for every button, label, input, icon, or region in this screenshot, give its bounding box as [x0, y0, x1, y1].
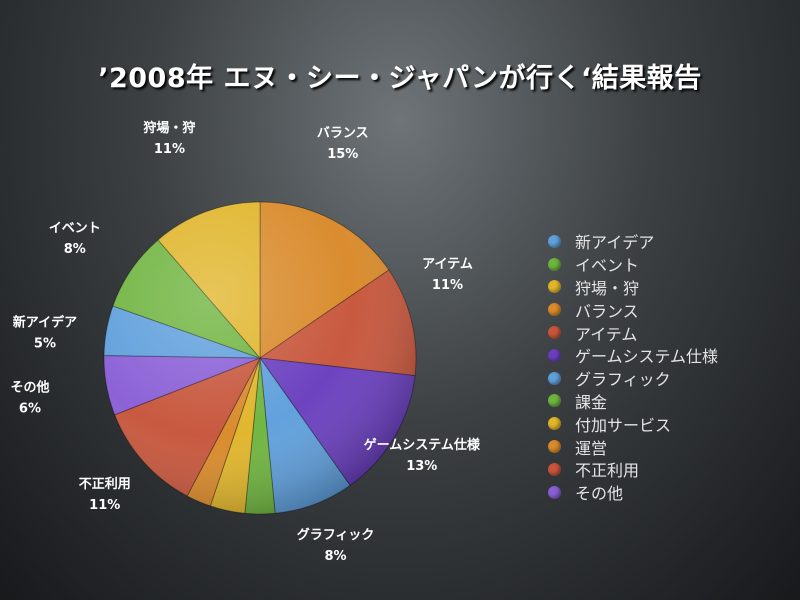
slice-name-label: グラフィック — [297, 527, 375, 543]
legend-label: バランス — [575, 301, 639, 321]
legend-label: その他 — [575, 484, 624, 504]
slice-percent-label: 8% — [64, 242, 86, 257]
legend-swatch — [548, 462, 561, 476]
legend-swatch — [548, 394, 561, 408]
slice-percent-label: 6% — [19, 401, 41, 416]
legend-item: グラフィック — [548, 367, 718, 390]
legend-label: 不正利用 — [575, 461, 640, 481]
legend-swatch — [548, 257, 561, 271]
legend-item: バランス — [548, 298, 718, 321]
legend-swatch — [548, 485, 561, 499]
legend-item: その他 — [548, 481, 718, 504]
legend: 新アイデアイベント狩場・狩バランスアイテムゲームシステム仕様 グラフィック 課金付加… — [548, 230, 718, 504]
legend-item: 運営 — [548, 435, 718, 458]
slice-percent-label: 11% — [432, 278, 463, 293]
legend-item: 新アイデア — [548, 230, 718, 253]
slice-percent-label: 5% — [34, 337, 56, 352]
legend-swatch — [548, 348, 561, 362]
legend-item: 狩場・狩 — [548, 276, 718, 299]
chart-title: ’2008年 エヌ・シー・ジャパンが行く‘結果報告 — [98, 63, 702, 94]
legend-item: アイテム — [548, 321, 718, 344]
slice-percent-label: 11% — [89, 498, 120, 513]
legend-label: ゲームシステム仕様 — [575, 347, 719, 367]
slice-percent-label: 11% — [154, 142, 185, 157]
slice-name-label: イベント — [49, 221, 101, 236]
slice-name-label: バランス — [317, 126, 369, 141]
legend-item: ゲームシステム仕様 — [548, 344, 718, 367]
slice-percent-label: 15% — [327, 147, 358, 162]
legend-item: 課金 — [548, 390, 718, 413]
legend-label: アイテム — [575, 324, 638, 344]
legend-swatch — [548, 417, 561, 431]
slice-name-label: 不正利用 — [79, 476, 131, 492]
slice-name-label: 新アイデア — [13, 315, 77, 331]
legend-swatch — [548, 303, 561, 317]
slice-percent-label: 8% — [325, 549, 347, 564]
legend-label: 運営 — [575, 438, 608, 458]
legend-label: 新アイデア — [575, 233, 655, 253]
legend-label: イベント — [575, 256, 640, 276]
legend-swatch — [548, 371, 561, 385]
legend-item: 不正利用 — [548, 458, 718, 481]
legend-swatch — [548, 234, 561, 248]
slice-name-label: ゲームシステム仕様 — [364, 437, 481, 453]
legend-label: 狩場・狩 — [575, 279, 640, 298]
slice-percent-label: 13% — [406, 459, 437, 474]
legend-item: 付加サービス — [548, 412, 718, 435]
legend-swatch — [548, 280, 561, 294]
legend-label: 課金 — [575, 392, 608, 412]
legend-swatch — [548, 326, 561, 340]
legend-item: イベント — [548, 253, 718, 276]
slice-name-label: アイテム — [422, 257, 473, 272]
legend-label: グラフィック — [575, 370, 671, 390]
slice-name-label: その他 — [10, 379, 49, 395]
legend-label: 付加サービス — [575, 415, 672, 435]
slice-name-label: 狩場・狩 — [143, 120, 195, 136]
legend-swatch — [548, 440, 561, 454]
